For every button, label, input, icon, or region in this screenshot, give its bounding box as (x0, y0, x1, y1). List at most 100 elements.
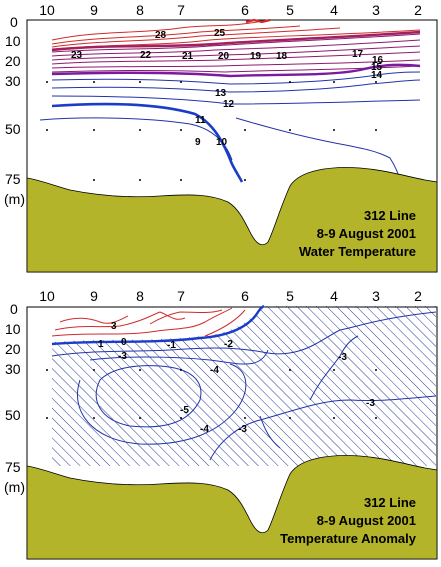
label-13: 13 (215, 88, 227, 99)
isotherm-12 (51, 95, 421, 105)
bottom-station-6: 6 (241, 288, 249, 304)
top-station-6: 6 (241, 2, 249, 18)
label-14: 14 (371, 70, 383, 81)
anomaly-plus-3-b (149, 309, 223, 325)
anomaly-minus-2 (89, 349, 269, 365)
top-mid-isotherms (51, 33, 421, 73)
top-depth-20: 20 (5, 53, 21, 69)
isotherm-17 (51, 65, 421, 73)
top-station-10: 10 (39, 2, 55, 18)
bottom-sample-dots (46, 369, 377, 419)
anomaly-label-minus-1: -1 (167, 340, 176, 351)
label-11: 11 (195, 115, 206, 126)
top-station-3: 3 (372, 2, 380, 18)
label-17: 17 (352, 49, 364, 60)
bottom-caption-line: 312 Line (364, 495, 416, 510)
top-depth-30: 30 (5, 73, 21, 89)
anomaly-label-minus-5: -5 (180, 405, 189, 416)
anomaly-label-3: 3 (111, 321, 117, 332)
top-station-4: 4 (330, 2, 338, 18)
anomaly-minus-4 (77, 363, 247, 445)
anomaly-label-minus-2: -2 (224, 339, 233, 350)
top-station-2: 2 (414, 2, 422, 18)
bottom-caption-variable: Temperature Anomaly (280, 531, 417, 546)
bottom-depth-0: 0 (10, 301, 18, 317)
anomaly-zero-contour (51, 304, 265, 346)
bottom-station-4: 4 (330, 288, 338, 304)
bottom-depth-20: 20 (5, 341, 21, 357)
label-12: 12 (223, 99, 235, 110)
top-caption-variable: Water Temperature (299, 244, 416, 259)
top-caption-date: 8-9 August 2001 (317, 226, 416, 241)
anomaly-label-minus-3-d: -3 (366, 398, 375, 409)
isotherm-22 (51, 45, 421, 61)
anomaly-plus-1 (51, 307, 233, 337)
label-23: 23 (71, 50, 83, 61)
anomaly-label-minus-3-c: -3 (338, 352, 347, 363)
anomaly-label-minus-3-b: -3 (238, 424, 247, 435)
label-15: 15 (371, 62, 383, 73)
label-18: 18 (276, 51, 288, 62)
anomaly-plus-2 (54, 311, 186, 331)
label-10: 10 (216, 137, 228, 148)
top-depth-50: 50 (5, 121, 21, 137)
top-depth-75: 75 (5, 171, 21, 187)
top-panel: 10 9 8 7 6 5 4 3 2 0 10 20 30 50 75 (m) (4, 2, 438, 273)
top-sample-dots (46, 81, 377, 181)
isotherm-21 (51, 51, 421, 65)
bottom-seafloor (26, 455, 438, 560)
label-25: 25 (214, 28, 226, 39)
anomaly-plus-0-5 (204, 309, 246, 337)
bottom-station-7: 7 (177, 288, 185, 304)
isotherm-bold-lower (51, 63, 421, 78)
isotherm-27 (51, 25, 301, 45)
isotherm-25-bold (245, 18, 271, 24)
isotherm-11 (235, 117, 401, 181)
top-cool-isotherms (39, 71, 421, 181)
isotherm-23 (51, 39, 421, 57)
anomaly-minus-5 (95, 365, 202, 428)
top-station-5: 5 (286, 2, 294, 18)
bottom-depth-75: 75 (5, 459, 21, 475)
isotherm-26 (51, 27, 341, 48)
top-seafloor (26, 167, 438, 273)
bottom-depth-unit: (m) (4, 479, 25, 495)
anomaly-label-minus-3-a: -3 (118, 351, 127, 362)
isotherm-15 (51, 71, 421, 85)
negative-anomaly-contours (51, 311, 437, 461)
positive-anomaly-contours (51, 307, 246, 337)
top-station-8: 8 (136, 2, 144, 18)
top-station-7: 7 (177, 2, 185, 18)
isotherm-19 (51, 59, 421, 69)
anomaly-minus-3-a (209, 395, 437, 461)
top-depth-0: 0 (10, 14, 18, 30)
bottom-station-2: 2 (414, 288, 422, 304)
isotherm-bold-upper (51, 30, 421, 52)
isotherm-bold-cool (51, 102, 244, 183)
anomaly-minus-3-b (309, 335, 359, 401)
label-16: 16 (372, 55, 384, 66)
bottom-station-5: 5 (286, 288, 294, 304)
bottom-station-10: 10 (39, 288, 55, 304)
anomaly-plus-3-a (59, 315, 129, 324)
bottom-depth-30: 30 (5, 361, 21, 377)
label-20: 20 (218, 51, 230, 62)
bottom-caption-date: 8-9 August 2001 (317, 513, 416, 528)
top-depth-unit: (m) (4, 191, 25, 207)
anomaly-label-minus-4-b: -4 (200, 424, 209, 435)
top-station-9: 9 (90, 2, 98, 18)
bottom-station-3: 3 (372, 288, 380, 304)
label-21: 21 (182, 51, 194, 62)
isotherm-28 (51, 19, 269, 41)
anomaly-minus-1 (51, 311, 437, 357)
top-caption-line: 312 Line (364, 208, 416, 223)
label-22: 22 (140, 50, 152, 61)
isotherm-13 (51, 79, 421, 93)
negative-anomaly-hatch (52, 306, 436, 466)
bottom-station-8: 8 (136, 288, 144, 304)
bottom-depth-50: 50 (5, 407, 21, 423)
label-19: 19 (250, 51, 262, 62)
label-9: 9 (195, 137, 201, 148)
isotherm-24 (51, 33, 421, 53)
